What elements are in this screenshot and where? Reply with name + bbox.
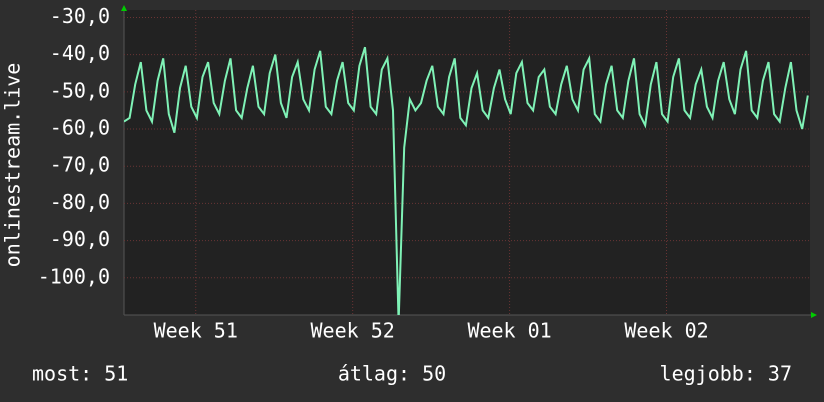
x-tick-label: Week 52 — [311, 319, 395, 343]
x-tick-label: Week 01 — [467, 319, 551, 343]
x-arrow — [811, 312, 817, 318]
y-tick-label: -40,0 — [50, 41, 110, 65]
stat-average: átlag: 50 — [338, 362, 446, 386]
x-tick-label: Week 02 — [624, 319, 708, 343]
stat-max: legjobb: 37 — [660, 362, 792, 386]
y-tick-label: -90,0 — [50, 227, 110, 251]
y-axis-label: onlinestream.live — [1, 63, 25, 268]
plot-area — [124, 10, 810, 315]
y-tick-label: -70,0 — [50, 153, 110, 177]
data-line — [124, 46, 809, 315]
y-tick-label: -80,0 — [50, 190, 110, 214]
y-tick-label: -60,0 — [50, 116, 110, 140]
y-arrow — [121, 5, 127, 11]
y-tick-label: -100,0 — [38, 264, 110, 288]
x-tick-label: Week 51 — [154, 319, 238, 343]
stat-current: most: 51 — [32, 362, 128, 386]
y-tick-label: -30,0 — [50, 4, 110, 28]
y-tick-label: -50,0 — [50, 78, 110, 102]
